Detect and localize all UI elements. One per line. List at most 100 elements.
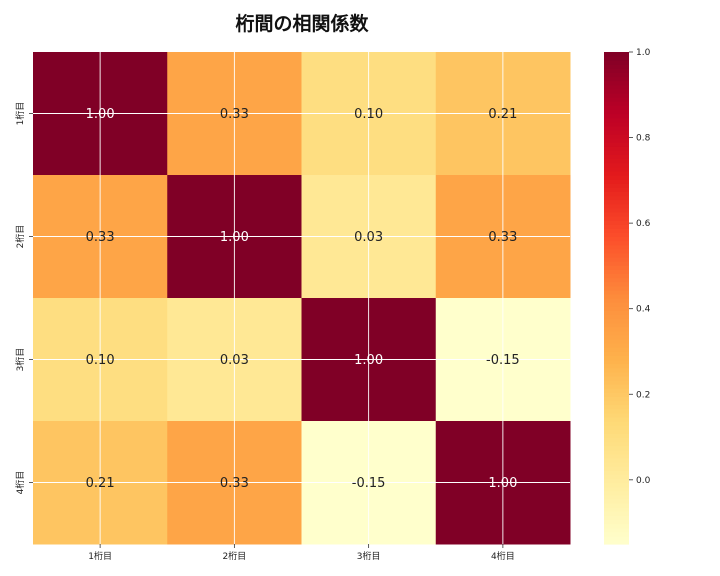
colorbar-segment bbox=[604, 183, 629, 188]
colorbar-segment bbox=[604, 486, 629, 492]
colorbar-segment bbox=[604, 293, 629, 299]
colorbar-segment bbox=[604, 429, 629, 434]
colorbar-segment bbox=[604, 203, 629, 209]
x-tick-label: 2桁目 bbox=[223, 550, 247, 562]
colorbar-segment bbox=[604, 138, 629, 143]
colorbar: 0.0 0.2 0.4 0.6 0.8 1.0 bbox=[604, 48, 651, 545]
colorbar-segment bbox=[604, 523, 629, 529]
cell-value-label-r1-c1: 1.00 bbox=[86, 107, 115, 122]
colorbar-segment bbox=[604, 314, 629, 320]
colorbar-segment bbox=[604, 84, 629, 90]
colorbar-segment bbox=[604, 470, 629, 475]
colorbar-segment bbox=[604, 535, 629, 541]
colorbar-segment bbox=[604, 191, 629, 197]
colorbar-segment bbox=[604, 326, 629, 332]
colorbar-segment bbox=[604, 224, 629, 229]
colorbar-segment bbox=[604, 216, 629, 221]
y-tick-label: 4桁目 bbox=[14, 471, 26, 495]
colorbar-segment bbox=[604, 334, 629, 340]
colorbar-segment bbox=[604, 76, 629, 82]
colorbar-segment bbox=[604, 150, 629, 156]
cell-value-label-r2-c3: 0.03 bbox=[354, 230, 383, 245]
cell-value-label-r2-c4: 0.33 bbox=[488, 230, 517, 245]
colorbar-segment bbox=[604, 257, 629, 262]
colorbar-segment bbox=[604, 400, 629, 406]
cell-value-label-r4-c4: 1.00 bbox=[488, 476, 517, 491]
cell-value-labels: 1.00 0.33 0.10 0.21 0.33 1.00 0.03 0.33 0.10 0.03… bbox=[86, 107, 520, 491]
colorbar-segment bbox=[604, 441, 629, 447]
colorbar-segment bbox=[604, 134, 629, 139]
colorbar-segment bbox=[604, 289, 629, 295]
colorbar-segment bbox=[604, 211, 629, 217]
cell-value-label-r3-c4: -0.15 bbox=[486, 353, 520, 368]
colorbar-segment bbox=[604, 437, 629, 443]
colorbar-segment bbox=[604, 113, 629, 119]
colorbar-segment bbox=[604, 93, 629, 98]
colorbar-segment bbox=[604, 412, 629, 418]
colorbar-segment bbox=[604, 343, 629, 348]
colorbar-segment bbox=[604, 244, 629, 250]
colorbar-segment bbox=[604, 240, 629, 246]
colorbar-segment bbox=[604, 347, 629, 352]
cell-value-label-r4-c3: -0.15 bbox=[352, 476, 386, 491]
colorbar-segment bbox=[604, 232, 629, 238]
cell-value-label-r3-c3: 1.00 bbox=[354, 353, 383, 368]
colorbar-segment bbox=[604, 511, 629, 516]
colorbar-tick-label: 0.6 bbox=[636, 219, 651, 229]
colorbar-segment bbox=[604, 64, 629, 69]
colorbar-segment bbox=[604, 187, 629, 192]
colorbar-segment bbox=[604, 457, 629, 463]
colorbar-segment bbox=[604, 355, 629, 361]
colorbar-segment bbox=[604, 318, 629, 324]
colorbar-segment bbox=[604, 302, 629, 307]
colorbar-segment bbox=[604, 105, 629, 110]
colorbar-segment bbox=[604, 371, 629, 377]
colorbar-segment bbox=[604, 433, 629, 438]
colorbar-segment bbox=[604, 388, 629, 393]
colorbar-segment bbox=[604, 207, 629, 213]
colorbar-segment bbox=[604, 498, 629, 504]
colorbar-segment bbox=[604, 375, 629, 381]
colorbar-segment bbox=[604, 179, 629, 184]
colorbar-segment bbox=[604, 162, 629, 168]
colorbar-segment bbox=[604, 380, 629, 385]
y-tick-label: 2桁目 bbox=[14, 225, 26, 249]
cell-value-label-r3-c1: 0.10 bbox=[86, 353, 115, 368]
heatmap-cells bbox=[33, 52, 571, 545]
colorbar-segment bbox=[604, 494, 629, 500]
colorbar-segment bbox=[604, 363, 629, 369]
colorbar-segment bbox=[604, 220, 629, 225]
colorbar-segment bbox=[604, 351, 629, 356]
cell-value-label-r2-c1: 0.33 bbox=[86, 230, 115, 245]
colorbar-segment bbox=[604, 539, 629, 545]
colorbar-segment bbox=[604, 416, 629, 422]
colorbar-segment bbox=[604, 56, 629, 61]
colorbar-segment bbox=[604, 507, 629, 512]
gridlines bbox=[33, 52, 570, 544]
colorbar-segment bbox=[604, 298, 629, 303]
colorbar-segment bbox=[604, 466, 629, 471]
colorbar-segment bbox=[604, 449, 629, 455]
colorbar-segment bbox=[604, 142, 629, 147]
colorbar-segment bbox=[604, 80, 629, 86]
colorbar-segment bbox=[604, 121, 629, 127]
colorbar-segment bbox=[604, 199, 629, 205]
cell-value-label-r3-c2: 0.03 bbox=[220, 353, 249, 368]
colorbar-segment bbox=[604, 482, 629, 488]
colorbar-segment bbox=[604, 474, 629, 479]
colorbar-segment bbox=[604, 322, 629, 328]
cell-value-label-r4-c1: 0.21 bbox=[86, 476, 115, 491]
colorbar-tick-label: 0.8 bbox=[636, 134, 651, 144]
chart-title: 桁間の相関係数 bbox=[235, 12, 369, 35]
x-axis-ticks: 1桁目 2桁目 3桁目 4桁目 bbox=[88, 544, 515, 562]
colorbar-segment bbox=[604, 285, 629, 291]
x-tick-label: 3桁目 bbox=[357, 550, 381, 562]
y-tick-label: 3桁目 bbox=[14, 348, 26, 372]
colorbar-segment bbox=[604, 60, 629, 65]
cell-value-label-r1-c4: 0.21 bbox=[488, 107, 517, 122]
cell-value-label-r1-c2: 0.33 bbox=[220, 107, 249, 122]
colorbar-segment bbox=[604, 101, 629, 106]
colorbar-segment bbox=[604, 72, 629, 78]
colorbar-segment bbox=[604, 527, 629, 533]
